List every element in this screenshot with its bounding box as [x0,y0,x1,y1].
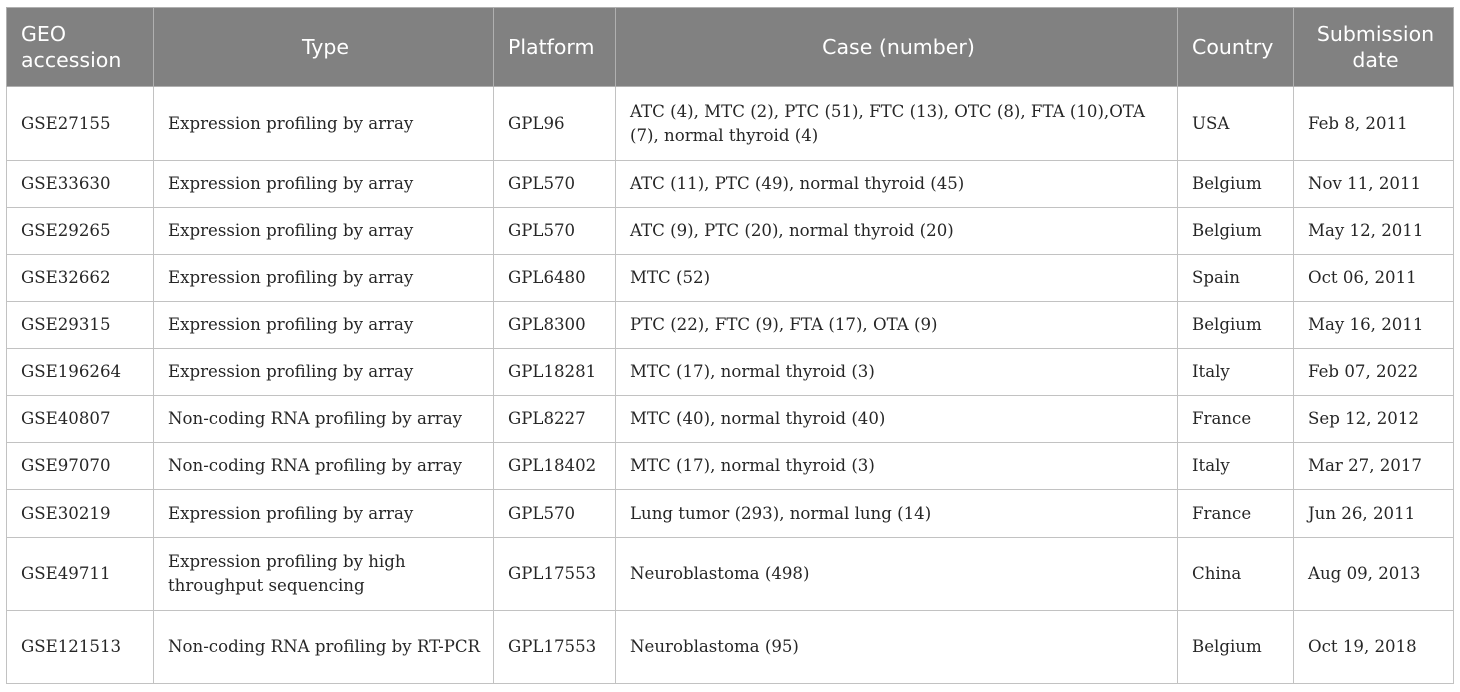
table-row: GSE196264 Expression profiling by array … [6,348,1454,396]
header-submission-date: Submission date [1293,7,1454,87]
cell-country: Belgium [1177,160,1294,208]
cell-country: China [1177,537,1294,611]
cell-case-number: ATC (4), MTC (2), PTC (51), FTC (13), OT… [615,86,1178,161]
cell-country: Italy [1177,348,1294,396]
cell-type: Non-coding RNA profiling by RT-PCR [153,610,494,684]
cell-case-number: MTC (17), normal thyroid (3) [615,442,1178,490]
cell-submission-date: Oct 19, 2018 [1293,610,1454,684]
cell-country: USA [1177,86,1294,161]
table-row: GSE121513 Non-coding RNA profiling by RT… [6,610,1454,684]
cell-country: Belgium [1177,301,1294,349]
cell-platform: GPL570 [493,160,616,208]
table-row: GSE32662 Expression profiling by array G… [6,254,1454,302]
header-type: Type [153,7,494,87]
header-row: GEO accession Type Platform Case (number… [6,7,1454,87]
cell-case-number: ATC (11), PTC (49), normal thyroid (45) [615,160,1178,208]
cell-geo-accession: GSE49711 [6,537,154,611]
cell-geo-accession: GSE27155 [6,86,154,161]
table-row: GSE33630 Expression profiling by array G… [6,160,1454,208]
cell-case-number: MTC (17), normal thyroid (3) [615,348,1178,396]
cell-case-number: Neuroblastoma (498) [615,537,1178,611]
cell-geo-accession: GSE32662 [6,254,154,302]
cell-submission-date: May 12, 2011 [1293,207,1454,255]
cell-country: Belgium [1177,207,1294,255]
cell-type: Expression profiling by array [153,160,494,208]
geo-datasets-table: GEO accession Type Platform Case (number… [6,7,1454,684]
cell-country: France [1177,489,1294,538]
header-country: Country [1177,7,1294,87]
cell-country: Italy [1177,442,1294,490]
table-row: GSE40807 Non-coding RNA profiling by arr… [6,395,1454,443]
cell-type: Non-coding RNA profiling by array [153,442,494,490]
cell-submission-date: Feb 07, 2022 [1293,348,1454,396]
cell-submission-date: Jun 26, 2011 [1293,489,1454,538]
cell-geo-accession: GSE33630 [6,160,154,208]
cell-geo-accession: GSE40807 [6,395,154,443]
cell-submission-date: Oct 06, 2011 [1293,254,1454,302]
cell-platform: GPL6480 [493,254,616,302]
cell-type: Expression profiling by array [153,489,494,538]
cell-geo-accession: GSE29265 [6,207,154,255]
cell-case-number: PTC (22), FTC (9), FTA (17), OTA (9) [615,301,1178,349]
cell-case-number: MTC (52) [615,254,1178,302]
cell-platform: GPL18402 [493,442,616,490]
table-body: GSE27155 Expression profiling by array G… [6,86,1454,684]
cell-geo-accession: GSE29315 [6,301,154,349]
table-row: GSE29265 Expression profiling by array G… [6,207,1454,255]
table-row: GSE27155 Expression profiling by array G… [6,86,1454,161]
table-row: GSE97070 Non-coding RNA profiling by arr… [6,442,1454,490]
cell-country: Belgium [1177,610,1294,684]
cell-geo-accession: GSE30219 [6,489,154,538]
header-geo-accession: GEO accession [6,7,154,87]
cell-submission-date: May 16, 2011 [1293,301,1454,349]
header-case-number: Case (number) [615,7,1178,87]
cell-type: Expression profiling by array [153,86,494,161]
cell-case-number: Neuroblastoma (95) [615,610,1178,684]
cell-geo-accession: GSE121513 [6,610,154,684]
cell-submission-date: Aug 09, 2013 [1293,537,1454,611]
cell-country: France [1177,395,1294,443]
cell-platform: GPL96 [493,86,616,161]
cell-platform: GPL8227 [493,395,616,443]
cell-platform: GPL18281 [493,348,616,396]
cell-platform: GPL8300 [493,301,616,349]
cell-platform: GPL17553 [493,537,616,611]
cell-type: Non-coding RNA profiling by array [153,395,494,443]
table-row: GSE49711 Expression profiling by high th… [6,537,1454,611]
header-platform: Platform [493,7,616,87]
cell-submission-date: Mar 27, 2017 [1293,442,1454,490]
cell-case-number: ATC (9), PTC (20), normal thyroid (20) [615,207,1178,255]
cell-submission-date: Feb 8, 2011 [1293,86,1454,161]
cell-case-number: Lung tumor (293), normal lung (14) [615,489,1178,538]
cell-platform: GPL570 [493,207,616,255]
cell-type: Expression profiling by array [153,348,494,396]
cell-platform: GPL570 [493,489,616,538]
cell-type: Expression profiling by array [153,254,494,302]
cell-geo-accession: GSE196264 [6,348,154,396]
cell-type: Expression profiling by high throughput … [153,537,494,611]
table-row: GSE29315 Expression profiling by array G… [6,301,1454,349]
cell-submission-date: Nov 11, 2011 [1293,160,1454,208]
cell-country: Spain [1177,254,1294,302]
cell-geo-accession: GSE97070 [6,442,154,490]
table-header: GEO accession Type Platform Case (number… [6,7,1454,87]
cell-type: Expression profiling by array [153,207,494,255]
cell-case-number: MTC (40), normal thyroid (40) [615,395,1178,443]
cell-platform: GPL17553 [493,610,616,684]
cell-submission-date: Sep 12, 2012 [1293,395,1454,443]
cell-type: Expression profiling by array [153,301,494,349]
table-row: GSE30219 Expression profiling by array G… [6,489,1454,538]
